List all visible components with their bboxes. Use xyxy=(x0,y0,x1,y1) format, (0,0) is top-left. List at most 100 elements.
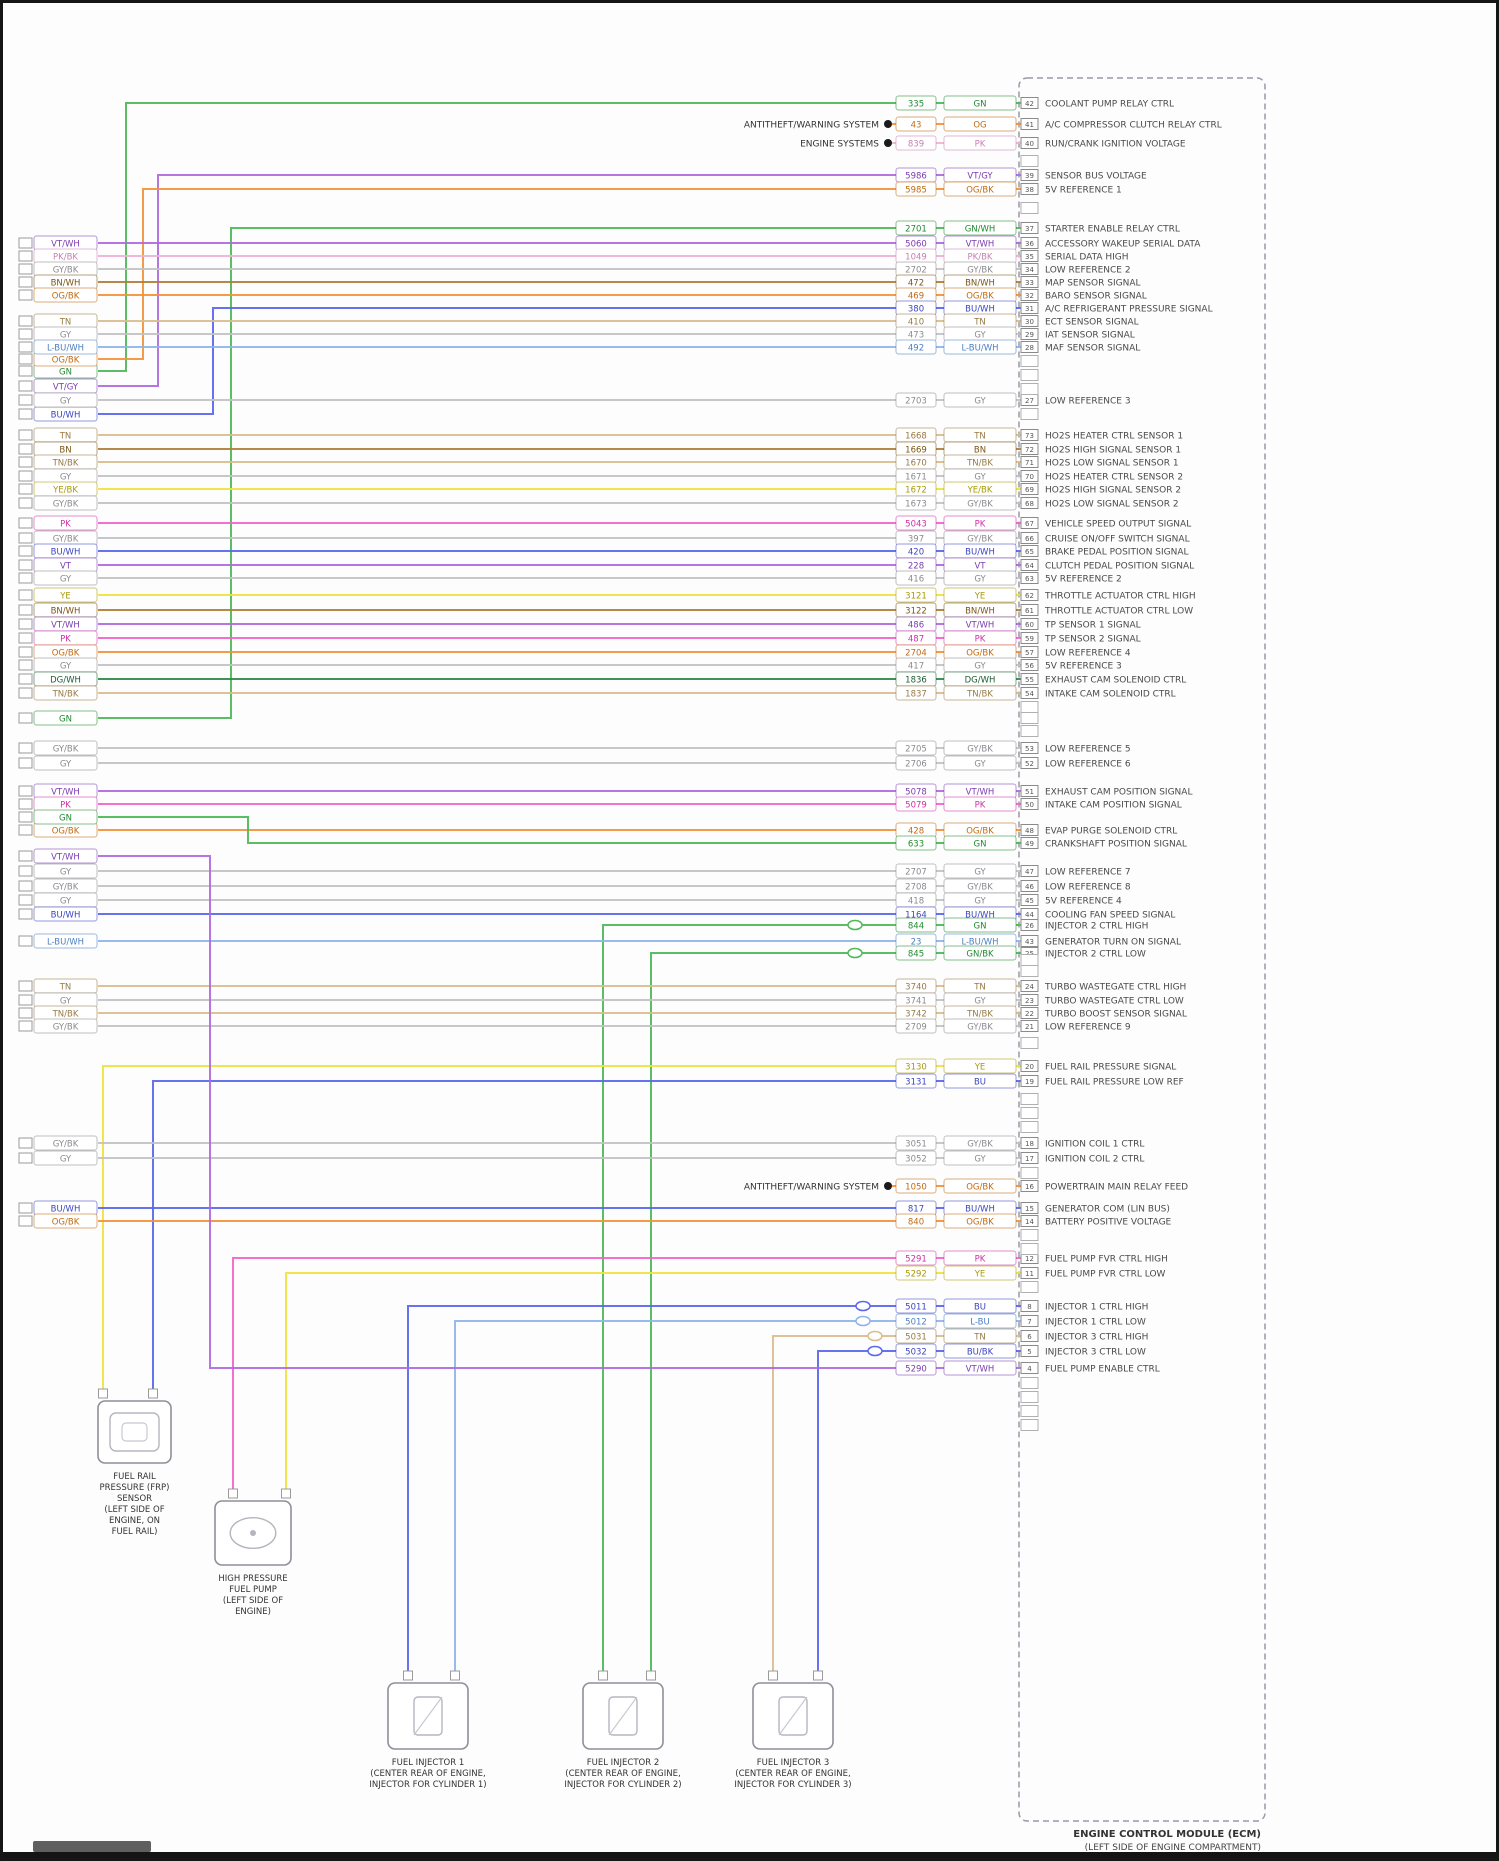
ecm-pin-number: 49 xyxy=(1025,840,1034,848)
left-pin-stub xyxy=(18,604,33,616)
wire-code: GY xyxy=(974,760,986,770)
circuit-number: 335 xyxy=(908,100,924,110)
left-pin-stub xyxy=(18,456,33,468)
wire-code-box xyxy=(943,1213,1017,1229)
circuit-number: 3122 xyxy=(905,607,927,617)
ecm-signal-label: CLUTCH PEDAL POSITION SIGNAL xyxy=(1045,562,1194,572)
wire-633 xyxy=(98,816,1021,844)
ecm-pin xyxy=(1020,673,1039,685)
ecm-pin-number: 42 xyxy=(1025,100,1034,108)
twisted-pair-mark xyxy=(855,1315,871,1327)
left-pin-stub xyxy=(18,483,33,495)
circuit-number: 839 xyxy=(908,140,924,150)
ecm-pin-number: 30 xyxy=(1025,318,1034,326)
left-pin-stub xyxy=(18,632,33,644)
wire-5031 xyxy=(772,1335,1021,1671)
wire-code-box xyxy=(943,1178,1017,1194)
left-pin-stub xyxy=(18,237,33,249)
wire-code: TN xyxy=(973,1333,986,1343)
wire-code: OG/BK xyxy=(966,292,994,302)
pump-symbol-center xyxy=(250,1530,256,1536)
pump-symbol xyxy=(229,1516,277,1550)
left-pin-stub xyxy=(18,353,33,365)
ecm-signal-label: THROTTLE ACTUATOR CTRL HIGH xyxy=(1044,592,1196,602)
pressure-sensor-symbol xyxy=(109,1412,160,1452)
ecm-pin-number: 53 xyxy=(1025,745,1034,753)
wire-color-label: YE/BK xyxy=(52,486,78,496)
ecm-signal-label: HO2S LOW SIGNAL SENSOR 1 xyxy=(1045,459,1179,469)
ecm-signal-label: LOW REFERENCE 4 xyxy=(1045,649,1131,659)
ecm-signal-label: SENSOR BUS VOLTAGE xyxy=(1045,172,1147,182)
left-pin-stub xyxy=(18,865,33,877)
circuit-number: 3130 xyxy=(905,1063,927,1073)
twisted-pair-mark xyxy=(847,947,863,959)
fuel-rail-pressure-sensor-terminal xyxy=(98,1388,108,1399)
ecm-pin xyxy=(1020,659,1039,671)
wire-color-label: GY/BK xyxy=(53,745,79,755)
wire-code: BN xyxy=(974,446,986,456)
wire-code: GY xyxy=(974,662,986,672)
circuit-number-box xyxy=(895,1073,937,1089)
left-pin-stub xyxy=(18,646,33,658)
wire-code-box xyxy=(943,587,1017,603)
circuit-number-box xyxy=(895,835,937,851)
splice-system-label: ANTITHEFT/WARNING SYSTEM xyxy=(744,1183,879,1193)
ecm-signal-label: INJECTOR 1 CTRL HIGH xyxy=(1045,1303,1148,1313)
wire-code: DG/WH xyxy=(965,676,996,686)
fuel-rail-pressure-sensor-label: SENSOR xyxy=(117,1494,152,1504)
ecm-signal-label: IGNITION COIL 1 CTRL xyxy=(1045,1140,1144,1150)
wire-code: GY/BK xyxy=(967,1023,993,1033)
ecm-pin xyxy=(1020,1202,1039,1214)
circuit-number: 5078 xyxy=(905,788,927,798)
left-pin-stub xyxy=(18,811,33,823)
fuel-rail-pressure-sensor-label: ENGINE, ON xyxy=(109,1516,160,1526)
ecm-pin xyxy=(1020,1020,1039,1032)
ecm-pin xyxy=(1020,497,1039,509)
wire-color-label: GY/BK xyxy=(53,883,79,893)
ecm-pin-number: 6 xyxy=(1027,1333,1032,1341)
ecm-pin xyxy=(1020,589,1039,601)
ecm-spare-pin xyxy=(1020,701,1039,713)
wire-color-label: L-BU/WH xyxy=(47,344,84,354)
ecm-signal-label: POWERTRAIN MAIN RELAY FEED xyxy=(1045,1183,1188,1193)
ecm-pin xyxy=(1020,470,1039,482)
wire-code: GN xyxy=(974,100,987,110)
wire-code: PK/BK xyxy=(968,253,993,263)
left-pin-stub xyxy=(18,589,33,601)
wire-color-label: L-BU/WH xyxy=(47,938,84,948)
ecm-spare-pin xyxy=(1020,383,1039,395)
wire-color-label: GY/BK xyxy=(53,500,79,510)
fuel-rail-pressure-sensor-label: FUEL RAIL xyxy=(113,1472,156,1482)
wire-code: PK xyxy=(975,801,986,811)
ecm-pin xyxy=(1020,687,1039,699)
ecm-pin xyxy=(1020,137,1039,149)
circuit-number: 380 xyxy=(908,305,924,315)
ecm-signal-label: GENERATOR COM (LIN BUS) xyxy=(1045,1205,1170,1215)
wire-5012 xyxy=(454,1320,1021,1671)
fuel-injector-2-label: FUEL INJECTOR 2 xyxy=(587,1758,660,1768)
wire-code-box xyxy=(943,1018,1017,1034)
left-pin-stub xyxy=(18,687,33,699)
circuit-number-box xyxy=(895,1298,937,1314)
ecm-pin xyxy=(1020,980,1039,992)
wire-code: OG/BK xyxy=(966,1183,994,1193)
ecm-pin xyxy=(1020,429,1039,441)
wire-code: BU xyxy=(974,1078,986,1088)
circuit-number-box xyxy=(895,587,937,603)
left-pin-stub xyxy=(18,712,33,724)
splice-dot xyxy=(884,1182,892,1190)
ecm-pin xyxy=(1020,1300,1039,1312)
ecm-pin-number: 14 xyxy=(1025,1218,1034,1226)
ecm-pin xyxy=(1020,443,1039,455)
wire-color-label: BU/WH xyxy=(51,411,81,421)
circuit-number: 845 xyxy=(908,950,924,960)
ecm-pin-number: 60 xyxy=(1025,621,1034,629)
left-pin-stub xyxy=(18,1020,33,1032)
wire-color-label: GN xyxy=(59,715,72,725)
ecm-pin-number: 56 xyxy=(1025,662,1034,670)
wire-335 xyxy=(98,102,1021,372)
wire-code: GY xyxy=(974,868,986,878)
left-pin-stub xyxy=(18,935,33,947)
wire-color-label: OG/BK xyxy=(52,1218,80,1228)
ecm-signal-label: HO2S HEATER CTRL SENSOR 1 xyxy=(1045,432,1183,442)
